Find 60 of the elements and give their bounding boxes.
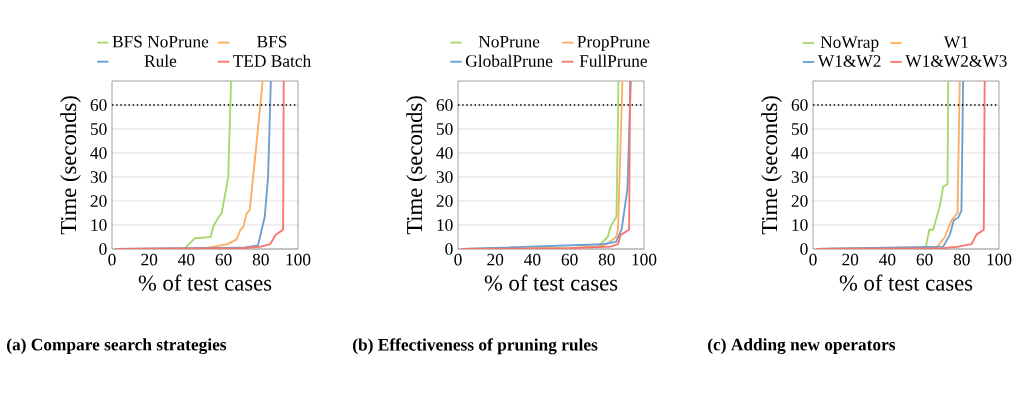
x-tick-label: 0 xyxy=(454,253,462,266)
legend-label: BFS xyxy=(257,35,287,48)
y-tick-label: 30 xyxy=(436,171,453,183)
legend-label: BFS NoPrune xyxy=(112,35,209,48)
y-tick-label: 40 xyxy=(90,147,107,159)
y-tick-label: 0 xyxy=(99,243,107,255)
x-axis-title: % of test cases xyxy=(138,274,272,291)
legend-label: W1&W2&W3 xyxy=(905,55,1007,67)
x-tick-label: 100 xyxy=(632,253,657,266)
text: (a) Compare search strategies xyxy=(7,338,227,355)
legend-label: FullPrune xyxy=(579,54,647,67)
x-tick-label: 20 xyxy=(842,253,859,266)
y-tick-label: 50 xyxy=(90,123,107,135)
y-tick-label: 50 xyxy=(436,123,453,135)
y-tick-label: 0 xyxy=(800,243,808,255)
y-tick-label: 60 xyxy=(436,99,453,111)
legend-label: GlobalPrune xyxy=(465,54,553,67)
legend-label: W1&W2 xyxy=(817,55,881,67)
text: (b) Effectiveness of pruning rules xyxy=(353,338,598,355)
x-tick-label: 40 xyxy=(879,253,896,266)
legend-label: NoPrune xyxy=(478,35,540,48)
legend-label: NoWrap xyxy=(820,36,879,52)
y-axis-title: Time (seconds) xyxy=(761,96,782,235)
y-axis-title: Time (seconds) xyxy=(406,96,427,235)
y-tick-label: 60 xyxy=(791,99,808,111)
x-tick-label: 80 xyxy=(252,253,269,266)
x-tick-label: 40 xyxy=(524,253,541,266)
legend-label: TED Batch xyxy=(233,54,311,67)
y-tick-label: 10 xyxy=(792,219,808,231)
y-tick-label: 10 xyxy=(437,219,453,231)
y-tick-label: 40 xyxy=(436,147,453,159)
text: (c) Adding new operators xyxy=(708,338,896,355)
y-tick-label: 20 xyxy=(90,195,107,207)
x-axis-title: % of test cases xyxy=(484,274,618,291)
x-tick-label: 60 xyxy=(916,253,933,266)
x-tick-label: 60 xyxy=(215,253,232,266)
y-tick-label: 50 xyxy=(791,123,808,135)
x-tick-label: 20 xyxy=(141,253,158,266)
x-tick-label: 100 xyxy=(286,253,311,266)
x-axis-title: % of test cases xyxy=(839,274,973,291)
y-axis-title: Time (seconds) xyxy=(60,96,81,235)
series-label: W1 xyxy=(943,36,968,49)
y-tick-label: 20 xyxy=(791,195,808,207)
x-tick-label: 0 xyxy=(108,253,116,266)
y-tick-label: 30 xyxy=(90,171,107,183)
y-tick-label: 0 xyxy=(445,243,453,255)
y-tick-label: 20 xyxy=(436,195,453,207)
legend-label: Rule xyxy=(144,54,177,67)
y-tick-label: 10 xyxy=(91,219,107,231)
y-tick-label: 40 xyxy=(791,147,808,159)
x-tick-label: 80 xyxy=(598,253,615,266)
x-tick-label: 60 xyxy=(561,253,578,266)
x-tick-label: 80 xyxy=(953,253,970,266)
x-tick-label: 0 xyxy=(809,253,817,266)
legend-label: PropPrune xyxy=(577,35,650,52)
x-tick-label: 100 xyxy=(987,253,1012,266)
x-tick-label: 20 xyxy=(487,253,504,266)
x-tick-label: 40 xyxy=(178,253,195,266)
y-tick-label: 60 xyxy=(90,99,107,111)
y-tick-label: 30 xyxy=(791,171,808,183)
